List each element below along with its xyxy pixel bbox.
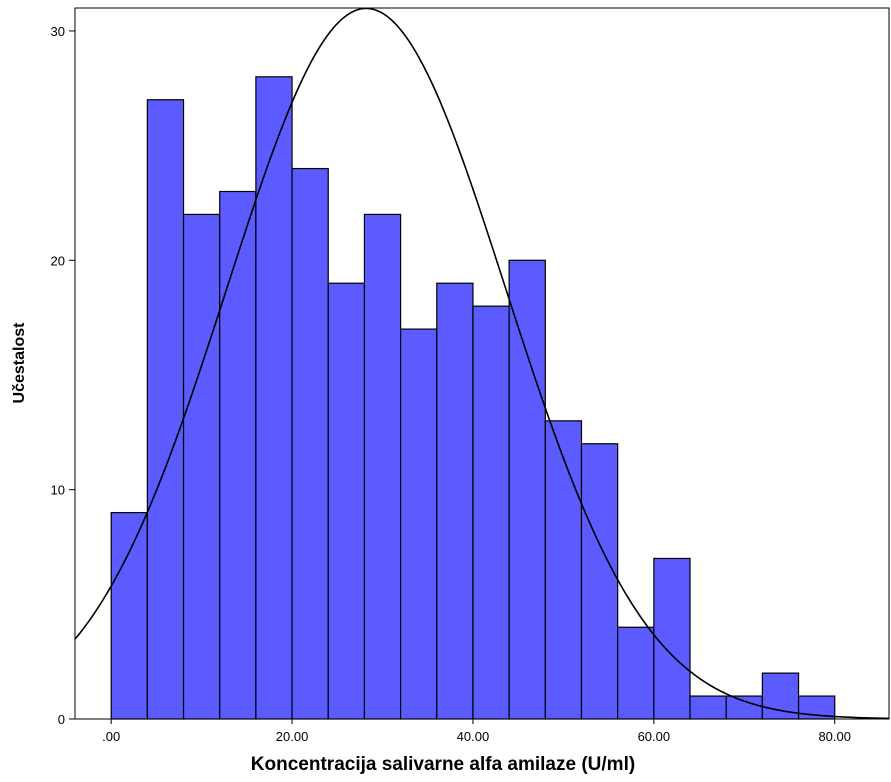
histogram-bar xyxy=(653,557,691,720)
histogram-bar xyxy=(580,443,619,720)
histogram-bar xyxy=(617,626,655,720)
histogram-bar xyxy=(255,76,293,720)
normal-curve xyxy=(74,7,890,720)
histogram-bar xyxy=(110,511,148,720)
x-tick-label: 20.00 xyxy=(276,729,309,744)
histogram-bar xyxy=(146,99,185,720)
x-tick-label: .00 xyxy=(102,729,120,744)
histogram-bar xyxy=(436,282,474,720)
histogram-bar xyxy=(761,672,800,720)
x-tick-label: 80.00 xyxy=(818,729,851,744)
histogram-bar xyxy=(363,213,402,720)
histogram-bar xyxy=(327,282,366,720)
histogram-bar xyxy=(400,328,438,720)
y-tick-label: 30 xyxy=(51,24,65,39)
bars-layer xyxy=(110,76,836,720)
x-axis-title: Koncentracija salivarne alfa amilaze (U/… xyxy=(251,754,635,775)
x-tick-label: 40.00 xyxy=(457,729,490,744)
histogram-bar xyxy=(508,259,546,720)
histogram-bar xyxy=(291,167,329,720)
y-tick-label: 20 xyxy=(51,253,65,268)
histogram-bar xyxy=(472,305,510,720)
y-tick-label: 10 xyxy=(51,483,65,498)
histogram-bar xyxy=(219,190,257,720)
histogram-bar xyxy=(725,695,763,720)
histogram-bar xyxy=(182,213,221,720)
histogram-bar xyxy=(544,420,583,720)
x-tick-label: 60.00 xyxy=(638,729,671,744)
y-axis: 0 10 20 30 xyxy=(51,24,75,727)
histogram-bar xyxy=(689,695,727,720)
y-axis-title: Učestalost xyxy=(11,322,28,404)
histogram-bar xyxy=(797,695,836,720)
x-axis: .00 20.00 40.00 60.00 80.00 xyxy=(102,719,851,744)
y-tick-label: 0 xyxy=(58,712,65,727)
